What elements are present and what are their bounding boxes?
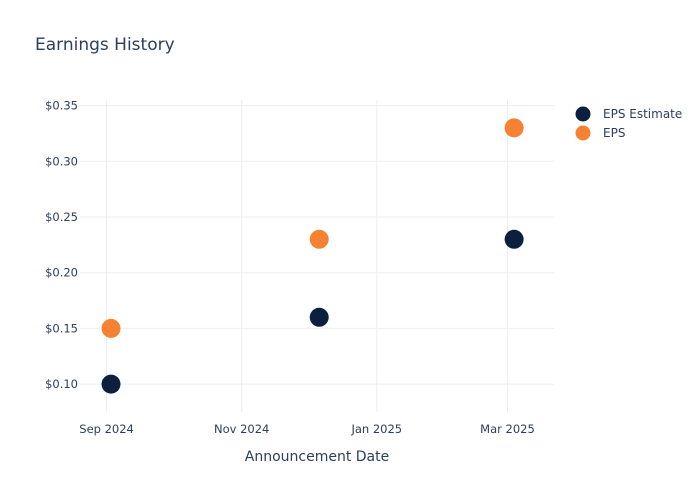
- y-tick-label: $0.15: [45, 321, 78, 335]
- x-axis-title: Announcement Date: [245, 449, 389, 465]
- eps-point: [101, 318, 121, 338]
- x-tick-label: Mar 2025: [480, 422, 535, 436]
- y-tick-label: $0.25: [45, 210, 78, 224]
- y-tick-label: $0.30: [45, 154, 78, 168]
- x-tick-label: Jan 2025: [350, 422, 402, 436]
- y-axis-ticks: $0.10 $0.15 $0.20 $0.25 $0.30 $0.35: [45, 99, 78, 392]
- eps-estimate-point: [504, 229, 524, 249]
- x-tick-label: Sep 2024: [79, 422, 134, 436]
- legend-label: EPS Estimate: [603, 107, 682, 121]
- eps-point: [309, 229, 329, 249]
- x-tick-label: Nov 2024: [214, 422, 269, 436]
- eps-estimate-point: [309, 307, 329, 327]
- legend-marker: [575, 125, 591, 141]
- legend: EPS Estimate EPS: [575, 106, 682, 141]
- data-points: [101, 118, 524, 394]
- legend-label: EPS: [603, 126, 625, 140]
- y-tick-label: $0.10: [45, 377, 78, 391]
- legend-marker: [575, 106, 591, 122]
- eps-point: [504, 118, 524, 138]
- y-tick-label: $0.35: [45, 99, 78, 113]
- x-axis-ticks: Sep 2024 Nov 2024 Jan 2025 Mar 2025: [79, 422, 535, 436]
- chart-title: Earnings History: [35, 35, 175, 55]
- grid-lines: [80, 100, 554, 412]
- eps-estimate-point: [101, 374, 121, 394]
- y-tick-label: $0.20: [45, 266, 78, 280]
